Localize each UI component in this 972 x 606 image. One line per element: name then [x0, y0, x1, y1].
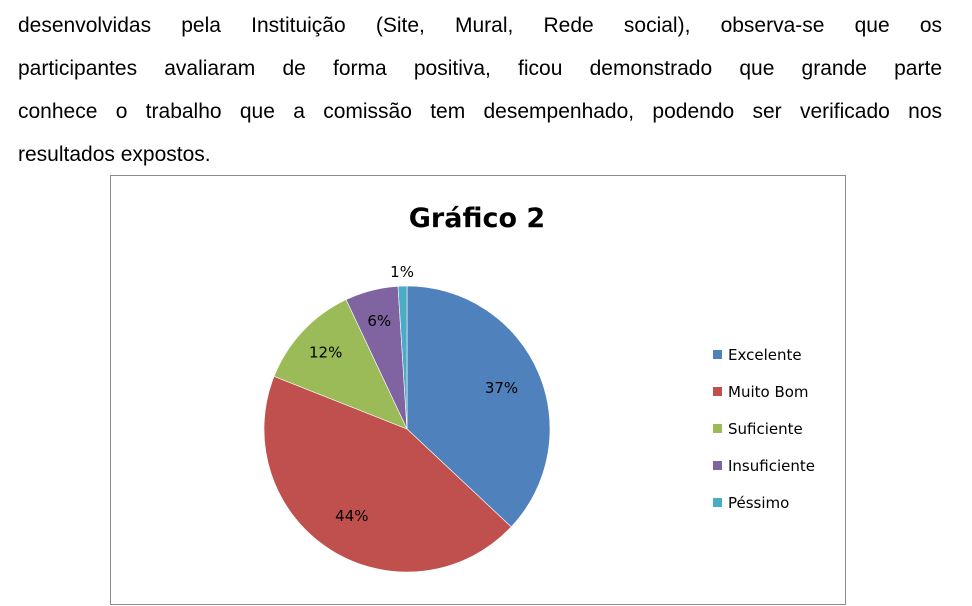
legend-swatch	[713, 498, 722, 507]
body-paragraph: desenvolvidas pela Instituição (Site, Mu…	[18, 4, 942, 176]
data-label: 44%	[335, 507, 368, 525]
chart-title: Gráfico 2	[409, 203, 545, 234]
data-label: 12%	[309, 344, 342, 362]
data-label: 6%	[367, 312, 391, 330]
paragraph-line: resultados expostos.	[18, 143, 211, 166]
paragraph-line: participantes avaliaram de forma positiv…	[18, 57, 942, 80]
pie-slice-excelente	[406, 285, 551, 528]
legend-swatch	[713, 424, 722, 433]
pie-slice-muito-bom	[263, 375, 512, 573]
paragraph-line: desenvolvidas pela Instituição (Site, Mu…	[18, 14, 942, 37]
legend-label: Excelente	[728, 346, 802, 364]
data-label: 1%	[390, 263, 414, 281]
legend-label: Muito Bom	[728, 383, 809, 401]
legend-swatch	[713, 350, 722, 359]
pie-slice-suficiente	[273, 299, 408, 430]
legend-swatch	[713, 461, 722, 470]
pie-slice-péssimo	[397, 285, 408, 430]
legend-label: Suficiente	[728, 420, 803, 438]
pie-chart: Gráfico 2 37% 44% 12% 6% 1% Excelente Muito B…	[263, 203, 815, 573]
legend-label: Insuficiente	[728, 457, 815, 475]
legend-label: Péssimo	[728, 494, 789, 512]
data-label: 37%	[485, 379, 518, 397]
paragraph-line: conhece o trabalho que a comissão tem de…	[18, 100, 942, 123]
chart-frame: Gráfico 2 37% 44% 12% 6% 1% Excelente Muito B…	[110, 175, 846, 605]
legend-swatch	[713, 387, 722, 396]
